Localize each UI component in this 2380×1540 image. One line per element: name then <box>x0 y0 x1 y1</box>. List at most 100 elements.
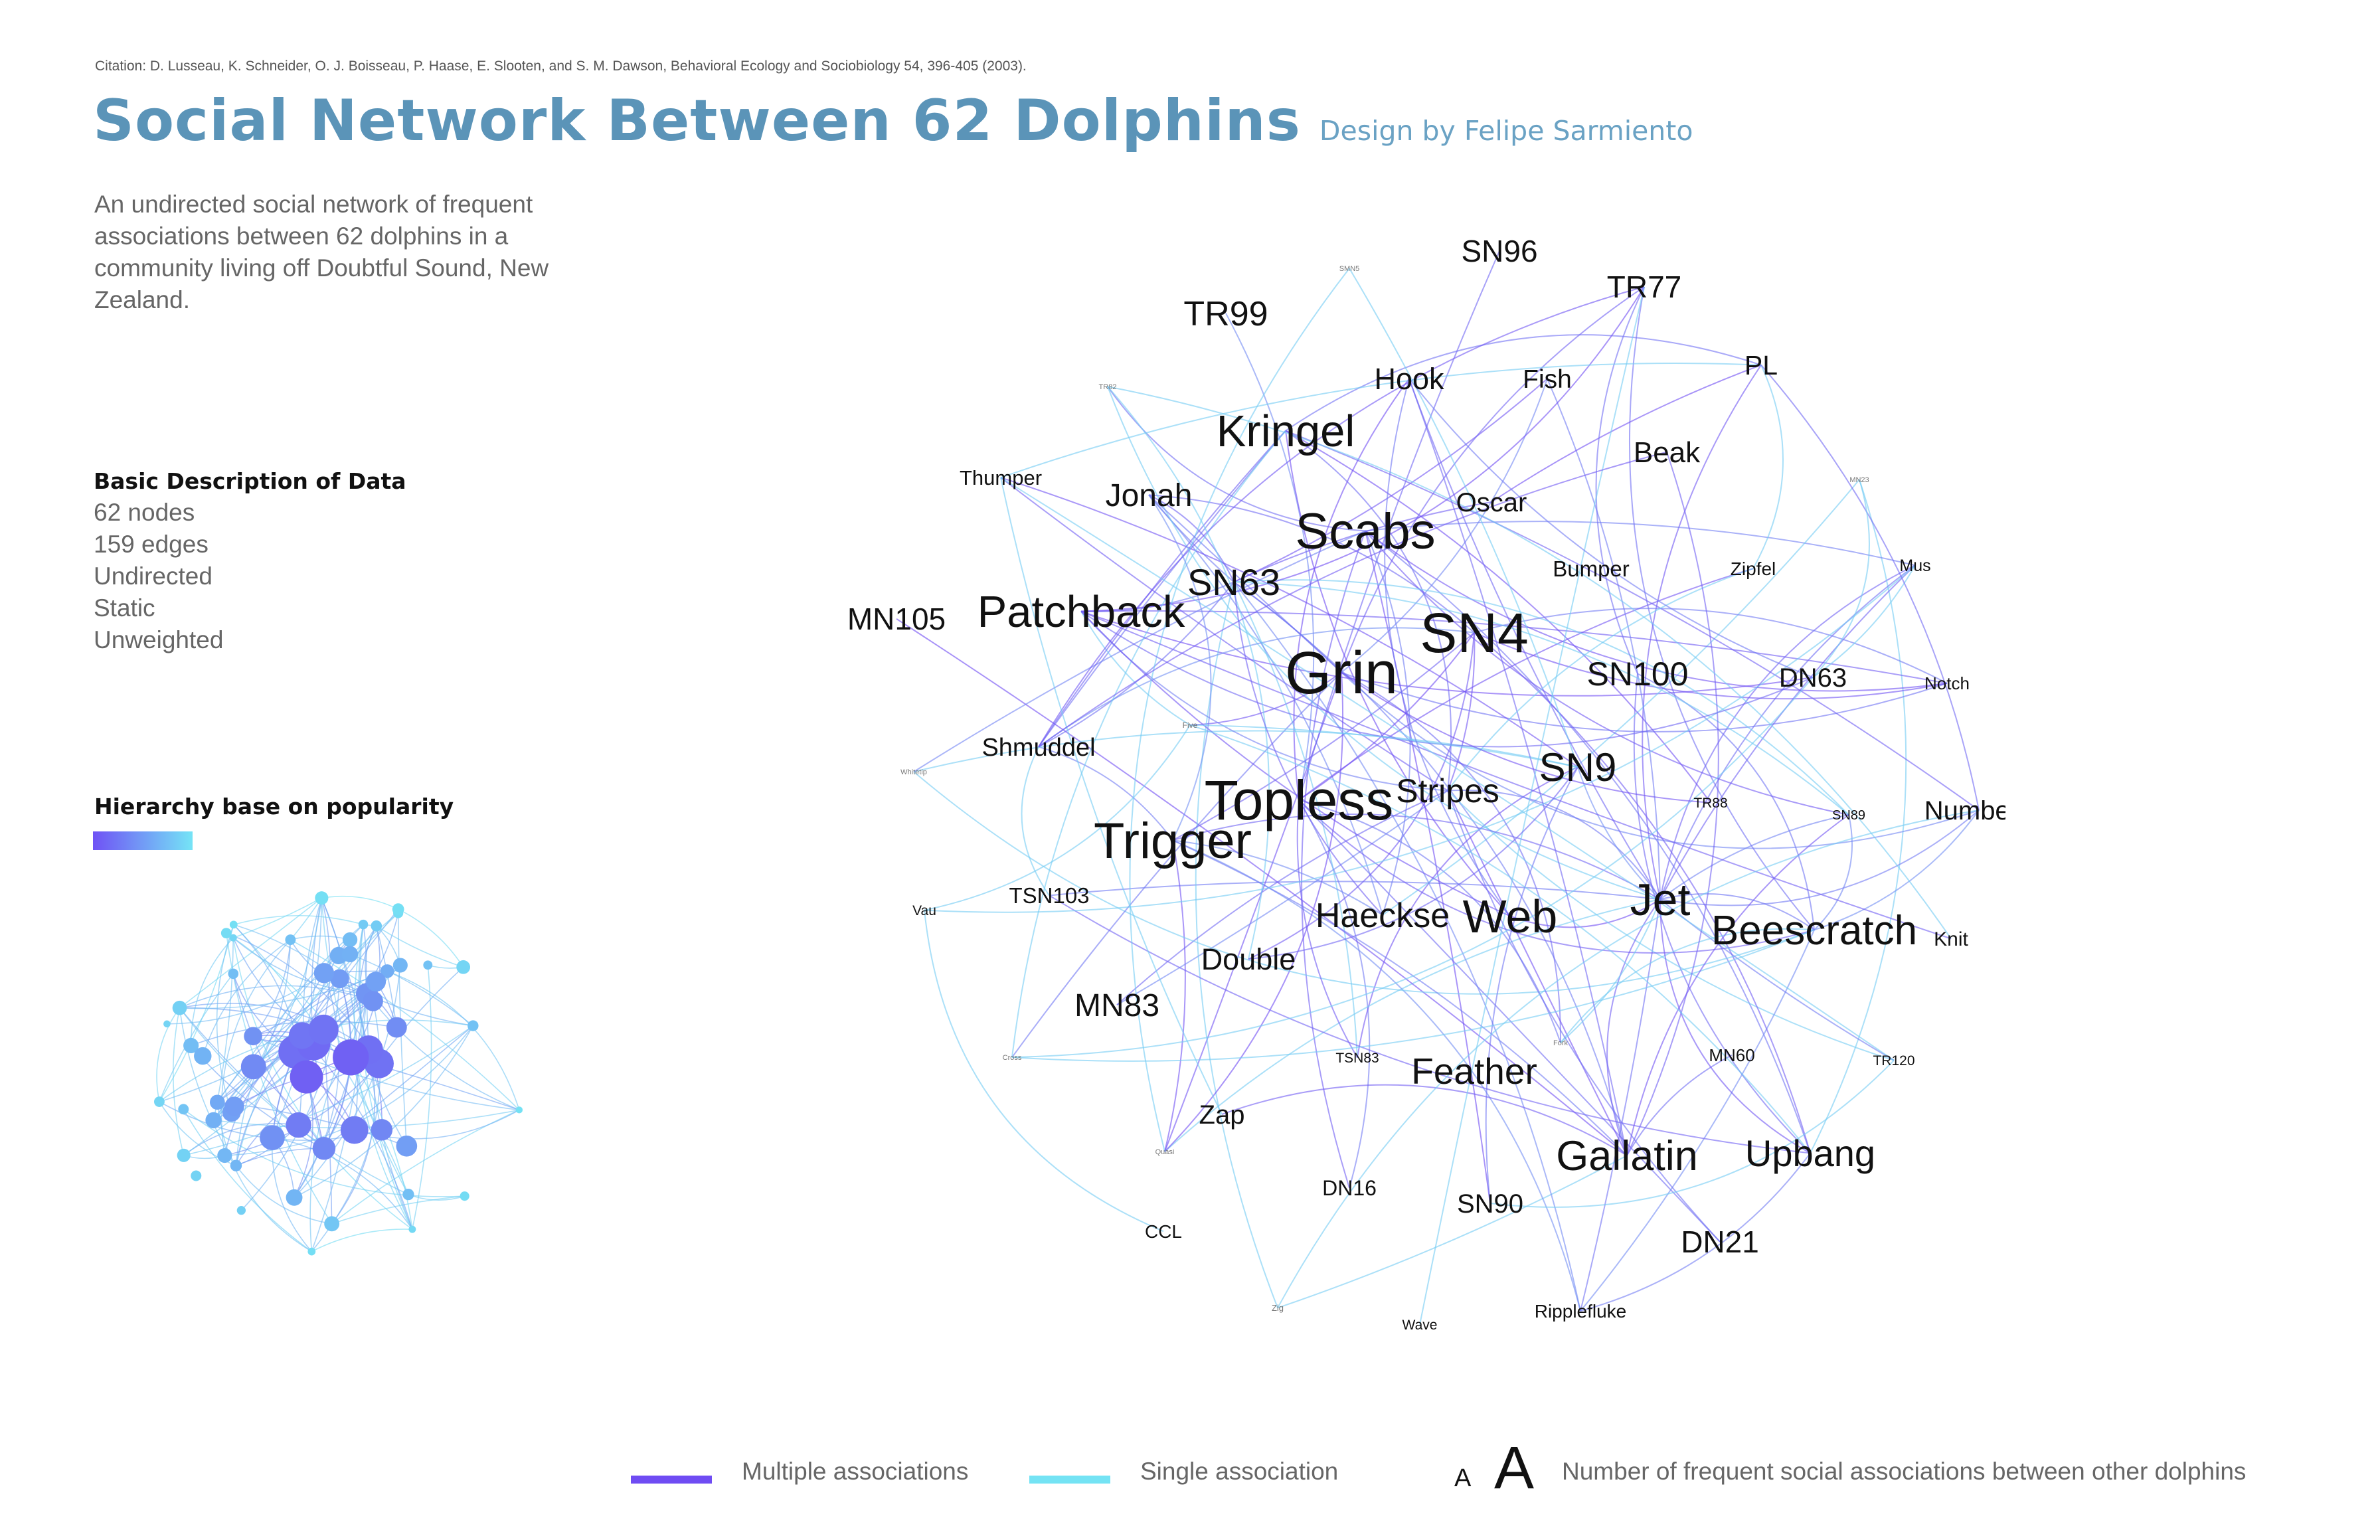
mini-node <box>460 1191 469 1201</box>
dolphin-label: Zipfel <box>1731 558 1776 579</box>
network-edge <box>1172 632 1475 841</box>
network-edge <box>1248 766 1578 960</box>
network-edge <box>1116 790 1448 1005</box>
network-edge <box>1080 610 1511 917</box>
network-edge <box>1812 564 1916 678</box>
mini-edge <box>179 1003 369 1051</box>
mini-node <box>240 1054 266 1080</box>
dolphin-label: Stripes <box>1396 772 1499 810</box>
dolphin-label: TSN103 <box>1009 883 1089 908</box>
mini-node <box>330 969 349 989</box>
network-edge <box>1341 671 1711 804</box>
network-edge <box>1626 1055 1733 1156</box>
network-edge <box>1814 814 1853 931</box>
mini-node <box>236 1206 246 1215</box>
mini-node <box>191 1170 202 1181</box>
network-edge <box>1580 899 1661 1312</box>
network-edge <box>1491 364 1762 503</box>
network-edge <box>1225 313 1315 800</box>
mini-node <box>290 1060 323 1094</box>
mini-edge <box>272 1137 413 1230</box>
network-edge <box>1233 378 1548 583</box>
mini-node <box>392 958 408 973</box>
basic-description-list: 62 nodes 159 edges Undirected Static Unw… <box>94 497 223 656</box>
mini-network-graph <box>154 891 523 1256</box>
network-edge <box>1049 895 1811 1154</box>
description: An undirected social network of frequent… <box>94 191 549 313</box>
network-edge <box>924 910 1164 1233</box>
network-edge <box>1474 632 1811 1154</box>
dolphin-label: TSN83 <box>1335 1051 1379 1066</box>
dolphin-label: Web <box>1463 891 1558 942</box>
mini-node <box>154 1096 165 1107</box>
dolphin-label: Fish <box>1523 365 1572 394</box>
network-edge <box>1080 286 1645 612</box>
dolphin-label: Ripplefluke <box>1535 1301 1627 1322</box>
network-edge <box>1277 1155 1628 1309</box>
dolphin-label: SN96 <box>1461 234 1537 268</box>
legend-multiple-label: Multiple associations <box>742 1458 969 1485</box>
mini-edge <box>179 897 322 1009</box>
stat-directedness: Undirected <box>94 562 212 590</box>
mini-edge <box>408 1193 465 1201</box>
stat-dynamics: Static <box>94 594 155 622</box>
network-edge <box>1038 746 1173 841</box>
mini-edge <box>349 954 473 1027</box>
mini-edge <box>373 1001 520 1111</box>
mini-node <box>163 1020 171 1028</box>
dolphin-network-graph: SN96 TR77 TR99 Hook Fish PL Kringel Beak Thumper… <box>847 234 2005 1333</box>
network-edge <box>1752 365 1784 569</box>
dolphin-label: DN21 <box>1681 1225 1759 1259</box>
mini-node <box>340 1116 369 1144</box>
mini-node <box>285 934 296 946</box>
dolphin-label: TR120 <box>1873 1053 1914 1069</box>
network-edge <box>1148 494 1383 916</box>
legend-size-big: A <box>1494 1435 1535 1501</box>
mini-node <box>358 919 369 930</box>
mini-edge <box>376 925 464 968</box>
dolphin-label: CCL <box>1145 1221 1182 1242</box>
dolphin-label: Whitetip <box>900 768 927 776</box>
network-edge <box>1189 671 1342 726</box>
stat-edges: 159 edges <box>94 531 209 558</box>
mini-edge <box>179 970 388 1009</box>
network-edge <box>1298 250 1500 800</box>
stat-weighting: Unweighted <box>94 626 224 653</box>
dolphin-label: Upbang <box>1745 1132 1875 1174</box>
network-edge <box>1760 364 1980 811</box>
network-edge <box>1285 430 1452 791</box>
network-edge <box>1812 479 1870 678</box>
legend-single-label: Single association <box>1140 1458 1339 1485</box>
legend-single-swatch <box>1029 1476 1110 1484</box>
dolphin-label: MN60 <box>1709 1045 1754 1065</box>
mini-edge <box>232 937 367 995</box>
mini-node <box>308 1014 339 1045</box>
dolphin-label: Fork <box>1553 1039 1569 1047</box>
mini-node <box>392 903 404 915</box>
dolphin-label: Bumper <box>1553 556 1630 581</box>
mini-node <box>371 1119 393 1141</box>
network-edge <box>1659 814 1849 900</box>
mini-node <box>228 968 239 980</box>
dolphin-label: TR77 <box>1607 270 1681 304</box>
dolphin-label: Haeckse <box>1316 897 1450 935</box>
network-edge <box>1107 386 1661 900</box>
dolphin-label: TR99 <box>1183 295 1268 333</box>
network-edge <box>1474 632 1948 700</box>
network-edge <box>1011 677 1814 1059</box>
network-edge <box>1049 881 1661 900</box>
dolphin-label: PL <box>1744 350 1778 381</box>
network-edge <box>1285 334 1762 432</box>
mini-edge <box>271 1138 312 1252</box>
mini-edge <box>216 924 234 1113</box>
dolphin-label: Five <box>1183 721 1198 730</box>
dolphin-label: Feather <box>1411 1051 1537 1092</box>
dolphin-label: Number1 <box>1924 796 2005 825</box>
mini-node <box>205 1112 222 1129</box>
network-edge <box>1659 810 1980 906</box>
mini-node <box>315 891 329 905</box>
dolphin-label: SN9 <box>1539 745 1617 790</box>
hierarchy-gradient-bar <box>93 831 193 850</box>
mini-edge <box>290 939 520 1110</box>
network-edge <box>1164 898 1661 1152</box>
